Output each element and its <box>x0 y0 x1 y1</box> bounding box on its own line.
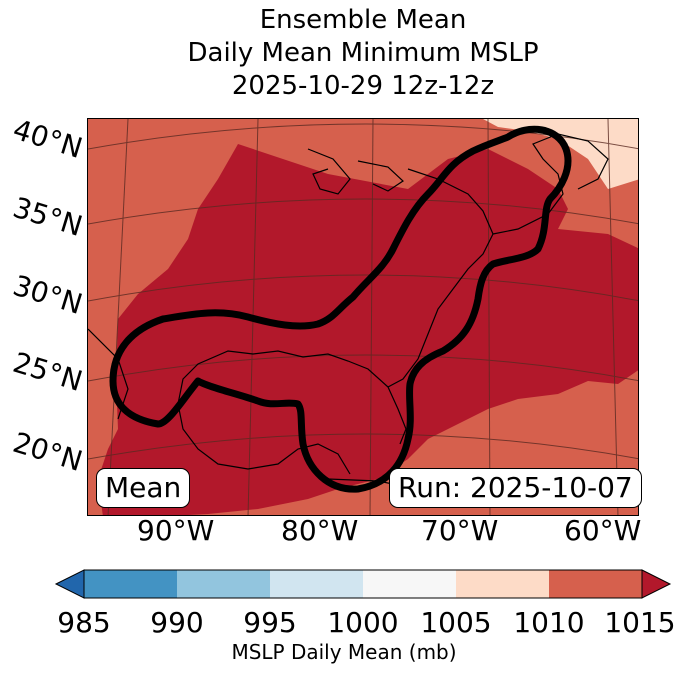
colorbar-bin-1010-1015 <box>549 570 642 598</box>
colorbar-tick-1015: 1015 <box>604 606 676 639</box>
colorbar-tick-995: 995 <box>243 606 297 639</box>
ensemble-contour <box>109 125 572 493</box>
lon-label-70w: 70°W <box>421 514 499 547</box>
lon-label-60w: 60°W <box>564 514 642 547</box>
colorbar-label: MSLP Daily Mean (mb) <box>231 640 457 664</box>
lon-label-90w: 90°W <box>137 514 215 547</box>
colorbar-bin-990-995 <box>177 570 270 598</box>
lat-label-35: 35°N <box>9 190 87 243</box>
colorbar <box>54 569 672 599</box>
lon-label-80w: 80°W <box>281 514 359 547</box>
mean-label: Mean <box>96 468 191 508</box>
lat-label-30: 30°N <box>9 268 87 321</box>
lat-label-40: 40°N <box>9 112 87 165</box>
pressure-field-1010-dark <box>98 144 638 515</box>
colorbar-outline <box>83 569 643 599</box>
colorbar-extend-high <box>641 569 672 599</box>
colorbar-bin-1000-1005 <box>363 570 456 598</box>
colorbar-tick-990: 990 <box>150 606 204 639</box>
lat-label-25: 25°N <box>9 345 87 398</box>
title-line-1: Ensemble Mean <box>259 5 467 35</box>
map-title: Ensemble Mean Daily Mean Minimum MSLP 20… <box>0 4 688 103</box>
lat-label-20: 20°N <box>9 425 87 478</box>
graticule <box>88 119 638 515</box>
map-panel <box>87 118 639 516</box>
pressure-field-1005 <box>483 119 638 189</box>
colorbar-tick-985: 985 <box>57 606 111 639</box>
run-label: Run: 2025-10-07 <box>389 468 642 508</box>
colorbar-tick-1000: 1000 <box>327 606 399 639</box>
colorbar-extend-low <box>54 569 85 599</box>
colorbar-tick-1010: 1010 <box>513 606 585 639</box>
title-line-2: Daily Mean Minimum MSLP <box>187 38 539 68</box>
colorbar-bin-985-990 <box>84 570 177 598</box>
title-line-3: 2025-10-29 12z-12z <box>231 71 495 101</box>
colorbar-bin-1005-1010 <box>456 570 549 598</box>
colorbar-tick-1005: 1005 <box>420 606 492 639</box>
map-canvas <box>88 119 638 515</box>
colorbar-bin-995-1000 <box>270 570 363 598</box>
